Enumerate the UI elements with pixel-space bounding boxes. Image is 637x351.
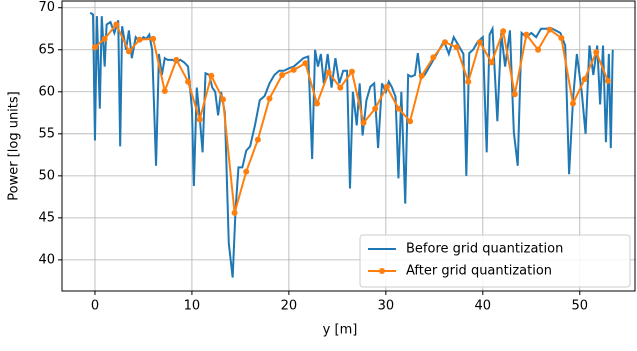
point xyxy=(136,36,143,43)
point xyxy=(372,105,379,112)
point xyxy=(185,78,192,85)
point xyxy=(604,77,611,84)
point xyxy=(150,35,157,42)
plot-frame xyxy=(61,0,636,292)
point xyxy=(500,28,507,35)
point xyxy=(453,44,460,51)
point xyxy=(254,136,261,143)
point xyxy=(196,116,203,123)
point xyxy=(569,100,576,107)
point xyxy=(173,56,180,63)
point xyxy=(314,100,321,107)
point xyxy=(91,44,98,51)
x-axis-label: y [m] xyxy=(323,323,358,338)
point xyxy=(465,78,472,85)
point xyxy=(383,83,390,90)
point xyxy=(337,84,344,91)
point xyxy=(348,68,355,75)
y-tick-label: 65 xyxy=(38,42,55,57)
point xyxy=(208,72,215,79)
x-tick-label: 0 xyxy=(91,299,99,314)
y-tick-label: 50 xyxy=(38,168,55,183)
point xyxy=(125,48,132,55)
x-tick-label: 10 xyxy=(184,299,201,314)
point xyxy=(581,76,588,83)
point xyxy=(360,119,367,126)
point xyxy=(113,21,120,28)
point xyxy=(430,54,437,61)
x-tick-label: 20 xyxy=(281,299,298,314)
series-line xyxy=(89,11,614,278)
point xyxy=(302,60,309,67)
legend-box xyxy=(359,234,631,288)
y-tick-label: 60 xyxy=(38,84,55,99)
y-tick-label: 45 xyxy=(38,210,55,225)
point xyxy=(593,49,600,56)
point xyxy=(279,71,286,78)
x-tick-label: 40 xyxy=(475,299,492,314)
point xyxy=(243,168,250,175)
point xyxy=(407,118,414,125)
point xyxy=(418,72,425,79)
point xyxy=(523,31,530,38)
legend-label: Before grid quantization xyxy=(406,242,563,257)
x-tick-label: 30 xyxy=(378,299,395,314)
point xyxy=(488,59,495,66)
point xyxy=(511,91,518,98)
point xyxy=(161,87,168,94)
point xyxy=(395,105,402,112)
point xyxy=(290,66,297,73)
legend-marker xyxy=(379,268,385,274)
y-axis-label: Power [log units] xyxy=(7,91,22,201)
point xyxy=(546,26,553,33)
point xyxy=(325,69,332,76)
point xyxy=(101,35,108,42)
point xyxy=(231,209,238,216)
y-tick-label: 55 xyxy=(38,126,55,141)
point xyxy=(476,39,483,46)
y-tick-label: 70 xyxy=(38,0,55,15)
point xyxy=(441,39,448,46)
x-tick-label: 50 xyxy=(571,299,588,314)
point xyxy=(219,96,226,103)
y-tick-label: 40 xyxy=(38,252,55,267)
point xyxy=(535,46,542,53)
point xyxy=(558,34,565,41)
point xyxy=(266,95,273,102)
legend-label: After grid quantization xyxy=(406,264,552,279)
